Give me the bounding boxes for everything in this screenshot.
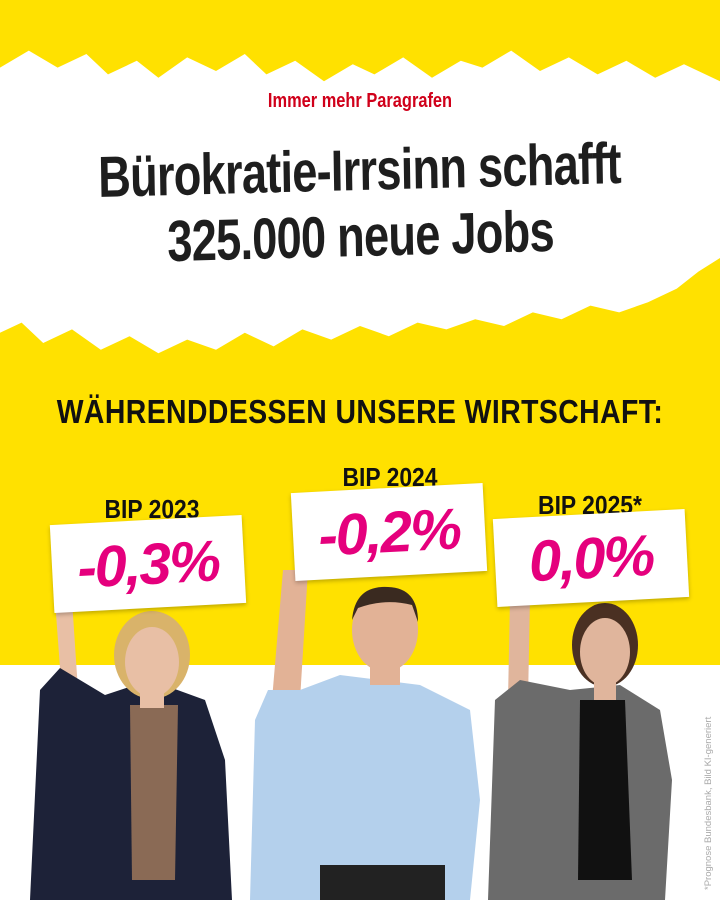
sign-value-2024: -0,2% bbox=[316, 495, 462, 569]
person-middle bbox=[250, 570, 480, 900]
torn-paper-banner bbox=[0, 50, 720, 354]
person-right bbox=[488, 598, 672, 900]
sign-value-2025: 0,0% bbox=[527, 522, 655, 594]
sign-value-2023: -0,3% bbox=[75, 527, 221, 601]
sign-2024: -0,2% bbox=[290, 483, 488, 581]
kicker: Immer mehr Paragrafen bbox=[267, 90, 453, 112]
subheadline: WÄHRENDDESSEN UNSERE WIRTSCHAFT: bbox=[56, 393, 664, 430]
sign-2023: -0,3% bbox=[49, 515, 247, 613]
person-left bbox=[30, 600, 232, 900]
sign-2025: 0,0% bbox=[492, 509, 690, 607]
source-credit: *Prognose Bundesbank, Bild KI-generiert bbox=[703, 716, 714, 890]
